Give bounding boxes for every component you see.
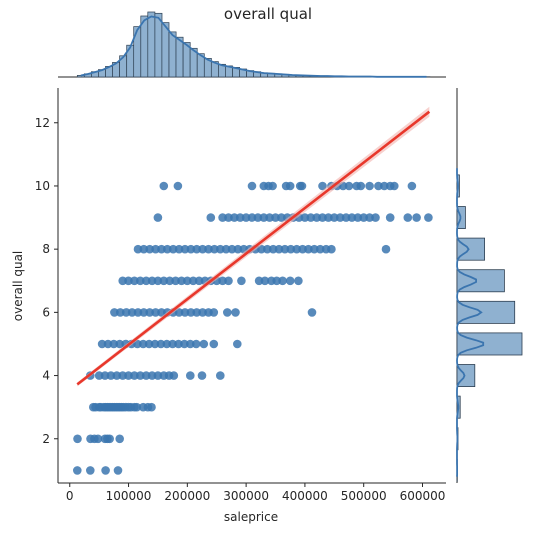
y-tick-label: 2 xyxy=(42,432,50,446)
scatter-point xyxy=(233,340,242,349)
scatter-point xyxy=(154,213,163,222)
scatter-point xyxy=(286,277,295,286)
scatter-point xyxy=(216,371,225,380)
scatter-point xyxy=(115,435,124,444)
right-histogram-bar xyxy=(457,333,522,355)
scatter-point xyxy=(327,245,336,254)
scatter-point xyxy=(73,435,82,444)
scatter-point xyxy=(207,213,216,222)
scatter-point xyxy=(278,277,287,286)
scatter-point xyxy=(101,466,110,475)
scatter-point xyxy=(105,435,114,444)
top-histogram-bar xyxy=(155,13,162,77)
scatter-point xyxy=(390,182,399,191)
scatter-point xyxy=(268,182,277,191)
scatter-point xyxy=(424,213,433,222)
x-tick-label: 600000 xyxy=(400,489,446,503)
scatter-point xyxy=(174,182,183,191)
scatter-point xyxy=(286,182,295,191)
x-axis-label: saleprice xyxy=(224,510,278,524)
top-histogram-bar xyxy=(148,12,155,77)
scatter-point xyxy=(404,213,413,222)
x-tick-label: 200000 xyxy=(164,489,210,503)
top-histogram-bar xyxy=(176,37,183,77)
chart-title: overall qual xyxy=(224,5,312,23)
scatter-point xyxy=(200,340,209,349)
scatter-point xyxy=(231,308,240,317)
x-tick-label: 100000 xyxy=(106,489,152,503)
scatter-point xyxy=(386,213,395,222)
scatter-point xyxy=(371,213,380,222)
regression-line xyxy=(77,112,429,385)
scatter-point xyxy=(198,371,207,380)
scatter-point xyxy=(408,182,417,191)
x-tick-label: 400000 xyxy=(282,489,328,503)
scatter-point xyxy=(308,308,317,317)
scatter-point xyxy=(382,245,391,254)
scatter-point xyxy=(147,403,156,412)
scatter-point xyxy=(192,340,201,349)
y-tick-label: 10 xyxy=(35,179,50,193)
scatter-point xyxy=(345,182,354,191)
scatter-point xyxy=(160,182,169,191)
scatter-point xyxy=(73,466,82,475)
y-axis-label: overall qual xyxy=(11,251,25,322)
scatter-point xyxy=(357,182,366,191)
right-marginal-histogram xyxy=(457,88,522,483)
scatter-point xyxy=(210,308,219,317)
y-tick-label: 8 xyxy=(42,242,50,256)
scatter-point xyxy=(412,213,421,222)
scatter-point xyxy=(248,182,257,191)
x-tick-label: 0 xyxy=(66,489,74,503)
scatter-point xyxy=(294,277,303,286)
y-tick-label: 12 xyxy=(35,116,50,130)
scatter-point xyxy=(237,277,246,286)
right-histogram-bar xyxy=(457,301,515,323)
y-tick-label: 4 xyxy=(42,369,50,383)
top-histogram-bar xyxy=(169,32,176,77)
y-tick-label: 6 xyxy=(42,305,50,319)
scatter-point xyxy=(224,277,233,286)
right-histogram-bar xyxy=(457,238,485,260)
x-tick-label: 500000 xyxy=(341,489,387,503)
scatter-point xyxy=(223,308,232,317)
x-tick-label: 300000 xyxy=(223,489,269,503)
scatter-point xyxy=(86,466,95,475)
scatter-point xyxy=(298,182,307,191)
right-histogram-bar xyxy=(457,270,504,292)
scatter-point xyxy=(170,371,179,380)
scatter-point xyxy=(186,371,195,380)
scatter-point xyxy=(365,182,374,191)
scatter-plot-area: 0 100000 200000 300000 400000 500000 600000 2 4 6… xyxy=(35,88,446,503)
scatter-point xyxy=(210,340,219,349)
scatter-point xyxy=(114,466,123,475)
